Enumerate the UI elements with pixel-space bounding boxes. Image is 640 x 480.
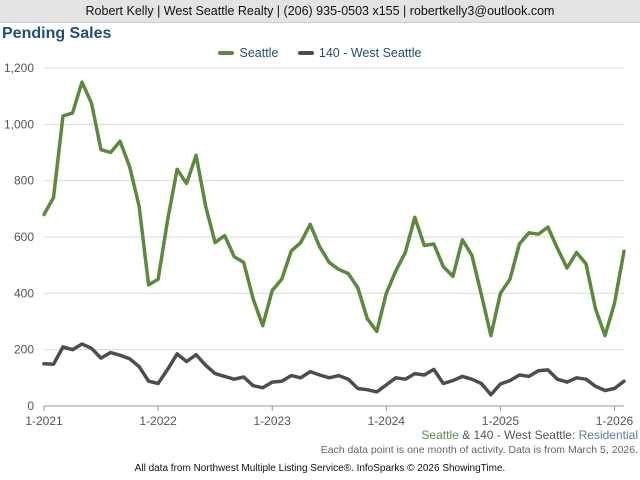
- legend-item-seattle[interactable]: Seattle: [218, 46, 278, 60]
- contact-header: Robert Kelly | West Seattle Realty | (20…: [0, 0, 640, 23]
- legend-label-seattle: Seattle: [239, 46, 279, 60]
- caption-west-seattle: 140 - West Seattle: [473, 428, 572, 442]
- chart-caption: Seattle & 140 - West Seattle: Residentia…: [421, 428, 638, 442]
- axis-layer: 0 200 400 600 800 1,000 1,200 1-2021 1-2022 1-202…: [4, 61, 634, 428]
- seattle-line[interactable]: [42, 80, 626, 338]
- caption-residential: Residential: [578, 428, 638, 442]
- footer-credit: All data from Northwest Multiple Listing…: [134, 463, 506, 474]
- legend-label-west-seattle: 140 - West Seattle: [318, 46, 422, 60]
- x-tick-label: 1-2025: [482, 414, 520, 428]
- chart-legend: Seattle 140 - West Seattle: [0, 44, 640, 60]
- legend-swatch-west-seattle: [297, 51, 314, 55]
- y-tick-label: 0: [27, 399, 34, 413]
- y-tick-label: 1,000: [4, 117, 34, 131]
- y-tick-label: 800: [14, 174, 34, 188]
- series-layer: [42, 80, 626, 397]
- caption-colon: :: [571, 428, 579, 442]
- page-title: Pending Sales: [2, 25, 112, 42]
- x-tick-label: 1-2026: [596, 414, 634, 428]
- y-tick-label: 400: [14, 286, 34, 300]
- y-tick-label: 1,200: [4, 61, 34, 75]
- x-tick-label: 1-2021: [25, 414, 63, 428]
- y-tick-label: 200: [14, 343, 34, 357]
- x-tick-label: 1-2022: [139, 414, 177, 428]
- grid-layer: [44, 67, 624, 407]
- y-tick-label: 600: [14, 230, 34, 244]
- x-tick-label: 1-2023: [254, 414, 292, 428]
- x-tick-label: 1-2024: [368, 414, 406, 428]
- data-note: Each data point is one month of activity…: [320, 444, 638, 456]
- legend-item-west-seattle[interactable]: 140 - West Seattle: [297, 46, 422, 60]
- west-seattle-line[interactable]: [42, 342, 626, 397]
- caption-amp: &: [458, 428, 474, 442]
- caption-seattle: Seattle: [421, 428, 459, 442]
- legend-swatch-seattle: [218, 51, 235, 55]
